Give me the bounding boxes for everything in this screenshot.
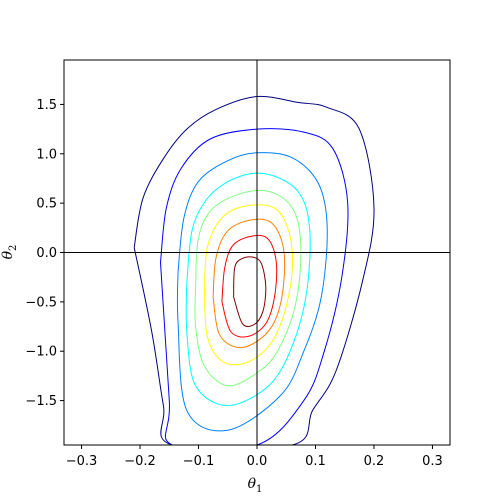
- x-tick-label: 0.2: [364, 454, 385, 469]
- x-tick-label: 0.1: [305, 454, 326, 469]
- x-axis: −0.3 −0.2 −0.1 0.0 0.1 0.2 0.3: [66, 445, 443, 469]
- y-tick-label: −1.5: [25, 394, 57, 409]
- contour-level-9: [233, 256, 267, 328]
- contour-lines: [133, 95, 375, 445]
- x-tick-label: −0.3: [66, 454, 98, 469]
- contour-level-7: [212, 218, 286, 349]
- y-tick-label: 0.5: [36, 197, 57, 212]
- y-tick-label: 1.5: [36, 98, 57, 113]
- contour-level-4: [185, 172, 311, 407]
- contour-level-6: [203, 204, 293, 366]
- x-tick-label: −0.1: [183, 454, 215, 469]
- y-axis: 1.5 1.0 0.5 0.0 −0.5 −1.0 −1.5: [25, 98, 64, 409]
- x-tick-label: 0.3: [422, 454, 443, 469]
- y-axis-label: θ2: [0, 245, 19, 260]
- reference-lines: [64, 60, 450, 445]
- contour-level-3: [176, 152, 328, 432]
- contour-level-1: [133, 95, 375, 445]
- x-tick-label: −0.2: [124, 454, 156, 469]
- y-tick-label: −0.5: [25, 295, 57, 310]
- y-tick-label: 1.0: [36, 147, 57, 162]
- contour-level-5: [194, 190, 302, 387]
- contour-level-8: [221, 234, 278, 338]
- y-tick-label: −1.0: [25, 345, 57, 360]
- x-tick-label: 0.0: [247, 454, 268, 469]
- contour-level-2: [160, 128, 349, 445]
- x-axis-label: θ1: [248, 476, 263, 495]
- y-tick-label: 0.0: [36, 246, 57, 261]
